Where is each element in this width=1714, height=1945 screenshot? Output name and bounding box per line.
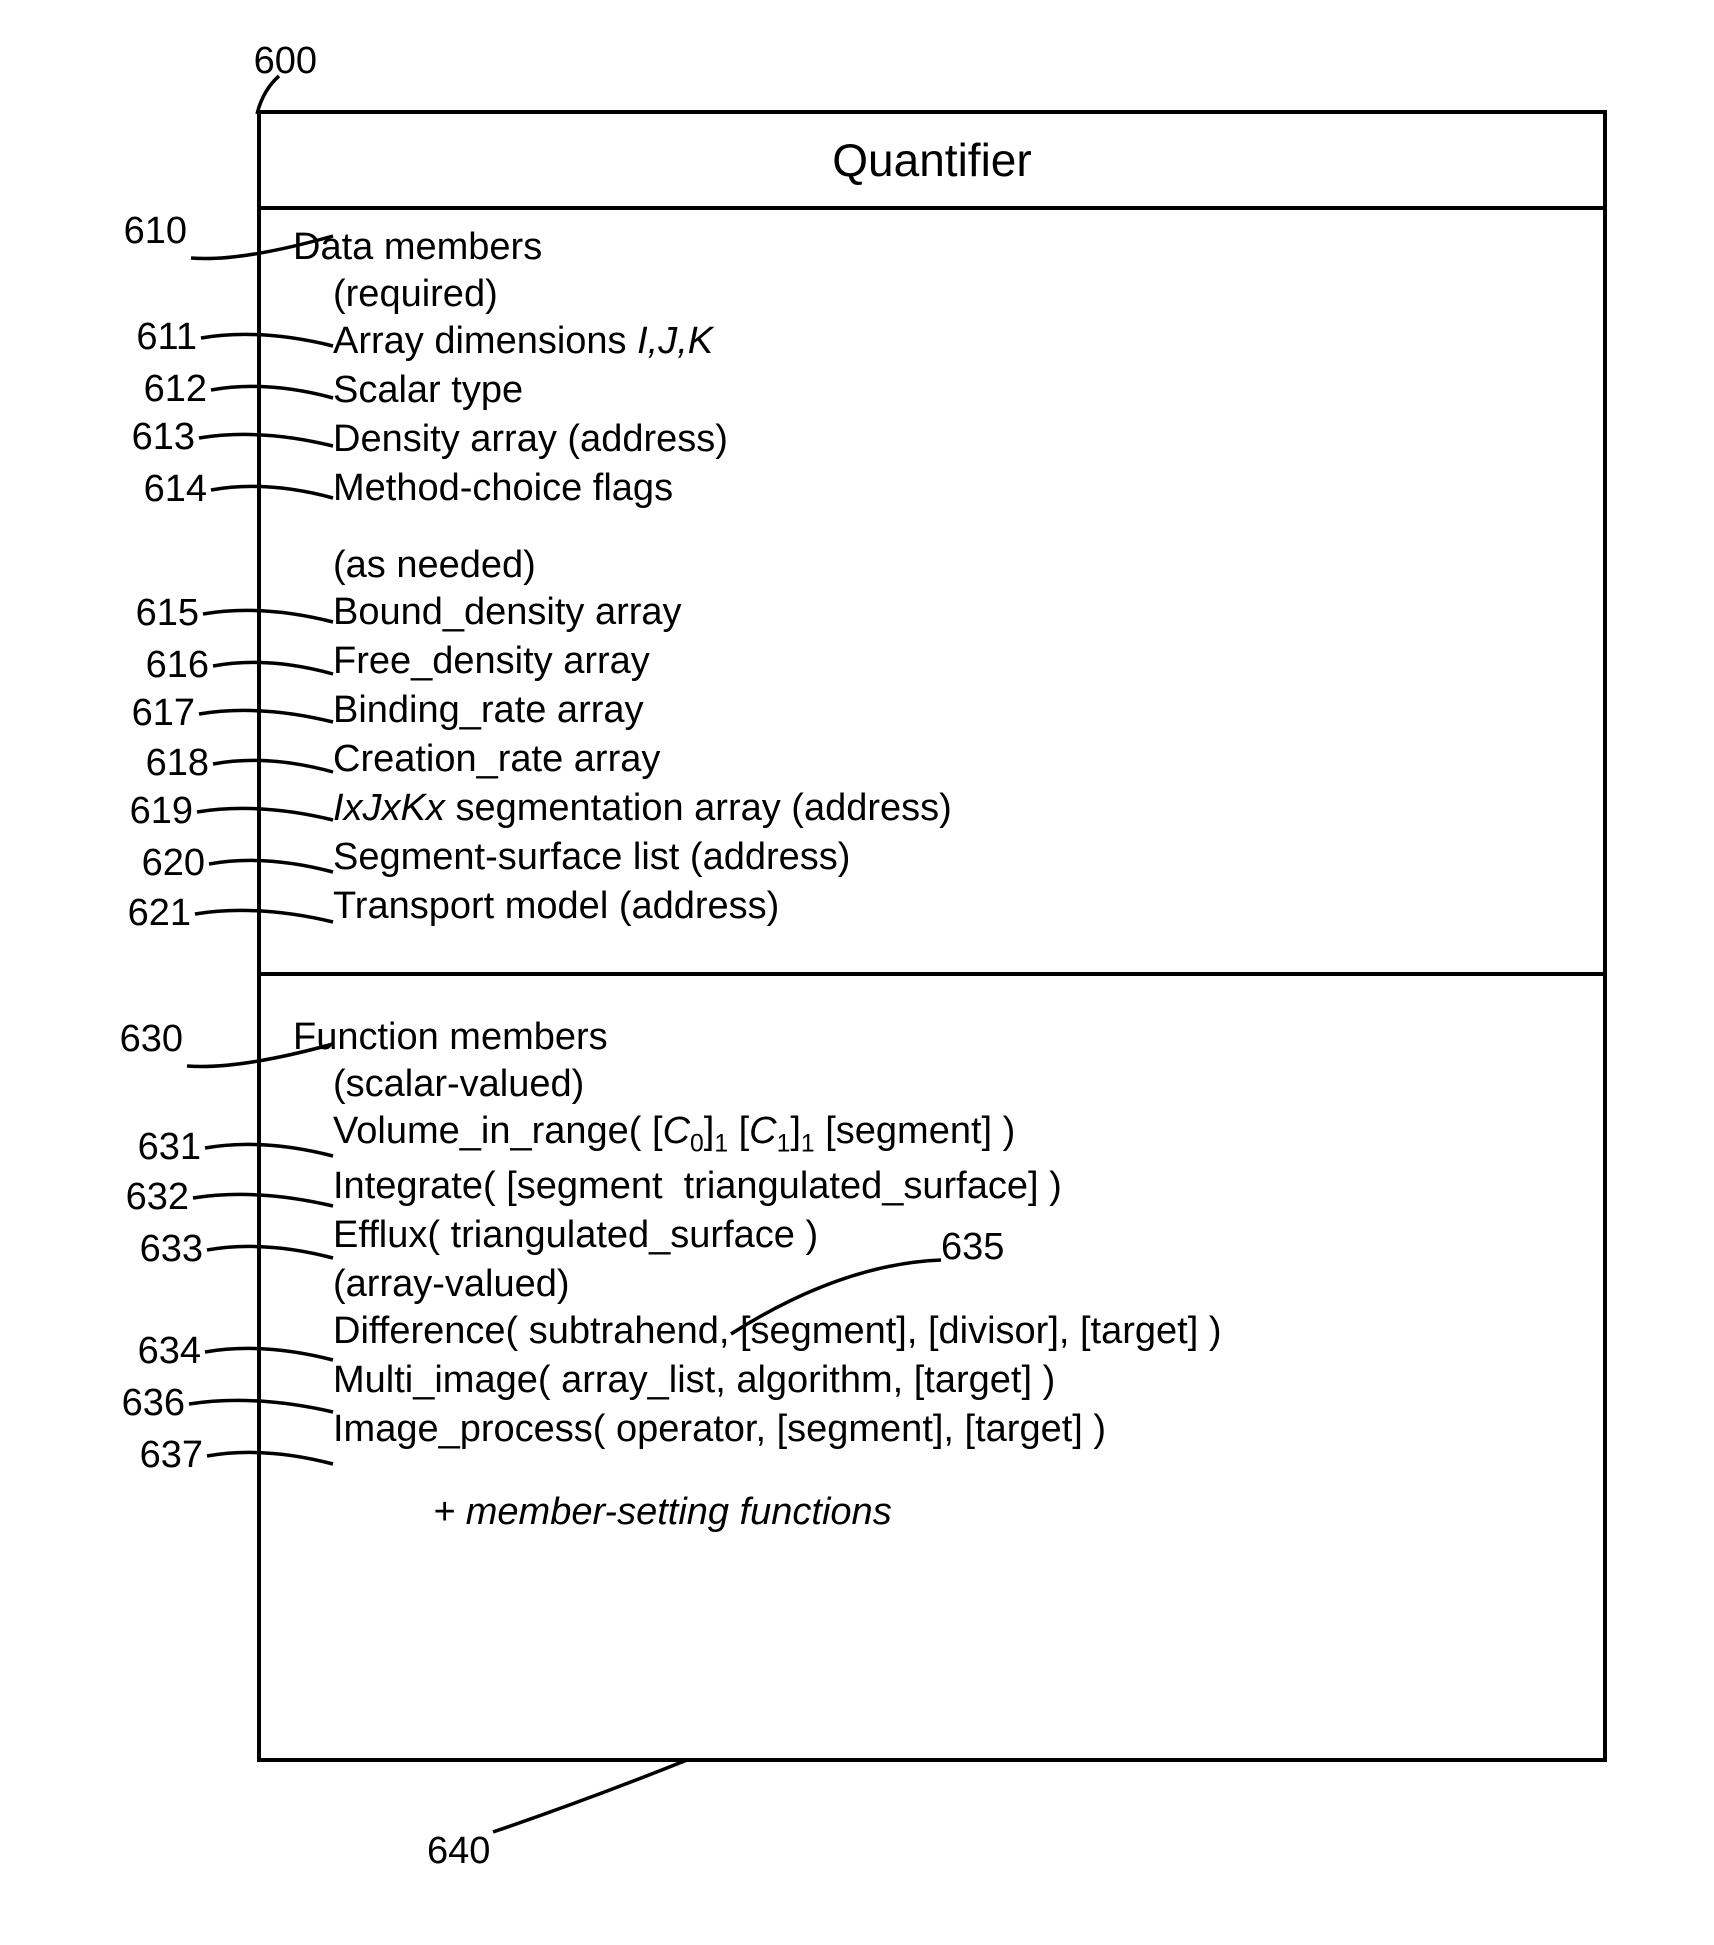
data-member-item: Array dimensions I,J,K	[333, 320, 1579, 363]
func-636: Multi_image( array_list, algorithm, [tar…	[333, 1359, 1579, 1402]
ref-615: 615	[109, 592, 199, 635]
data-member-item: Bound_density array	[333, 591, 1579, 634]
func-634: Difference( subtrahend, [segment], [divi…	[333, 1310, 1579, 1353]
func-631: Volume_in_range( [C0]1 [C1]1 [segment] )	[333, 1110, 1579, 1159]
ref-611: 611	[107, 316, 197, 359]
optional-items: Bound_density array Free_density array Bin…	[293, 591, 1579, 928]
data-member-item: IxJxKx segmentation array (address)	[333, 787, 1579, 830]
data-member-item: Segment-surface list (address)	[333, 836, 1579, 879]
required-label: (required)	[333, 273, 1579, 316]
ref-616: 616	[119, 644, 209, 687]
ref-637: 637	[113, 1434, 203, 1477]
array-valued-label: (array-valued)	[333, 1263, 1579, 1306]
ref-620: 620	[115, 842, 205, 885]
ref-618: 618	[119, 742, 209, 785]
data-member-item: Binding_rate array	[333, 689, 1579, 732]
ref-631: 631	[111, 1126, 201, 1169]
ref-634: 634	[111, 1330, 201, 1373]
function-members-box: Function members (scalar-valued) Volume_…	[257, 972, 1607, 1762]
data-member-item: Density array (address)	[333, 418, 1579, 461]
ref-635: 635	[941, 1226, 1004, 1269]
data-member-item: Transport model (address)	[333, 885, 1579, 928]
scalar-valued-label: (scalar-valued)	[333, 1063, 1579, 1106]
ref-632: 632	[99, 1176, 189, 1219]
data-member-item: Method-choice flags	[333, 467, 1579, 510]
func-632: Integrate( [segment triangulated_surface…	[333, 1165, 1579, 1208]
footer-note: + member-setting functions	[433, 1491, 1579, 1534]
ref-633: 633	[113, 1228, 203, 1271]
data-member-item: Creation_rate array	[333, 738, 1579, 781]
ref-610: 610	[97, 210, 187, 253]
ref-636: 636	[95, 1382, 185, 1425]
ref-621: 621	[101, 892, 191, 935]
ref-630: 630	[93, 1018, 183, 1061]
function-members-heading: Function members	[293, 1016, 1579, 1059]
func-637: Image_process( operator, [segment], [tar…	[333, 1408, 1579, 1451]
ref-617: 617	[105, 692, 195, 735]
asneeded-label: (as needed)	[333, 544, 1579, 587]
ref-613: 613	[105, 416, 195, 459]
ref-600: 600	[227, 40, 317, 83]
leader-640	[487, 1760, 707, 1840]
required-items: Array dimensions I,J,K Scalar type Density…	[293, 320, 1579, 510]
data-members-box: Data members (required) Array dimensions…	[257, 206, 1607, 976]
data-member-item: Free_density array	[333, 640, 1579, 683]
ref-619: 619	[103, 790, 193, 833]
data-members-heading: Data members	[293, 226, 1579, 269]
data-member-item: Scalar type	[333, 369, 1579, 412]
class-title: Quantifier	[832, 134, 1031, 186]
ref-612: 612	[117, 368, 207, 411]
ref-640: 640	[427, 1830, 490, 1873]
ref-614: 614	[117, 468, 207, 511]
title-box: Quantifier	[257, 110, 1607, 210]
